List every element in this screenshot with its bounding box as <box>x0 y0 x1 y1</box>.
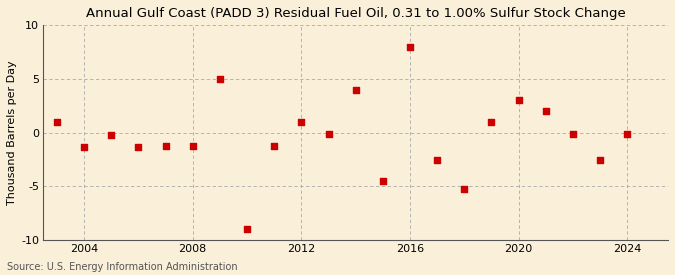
Point <box>486 120 497 124</box>
Point <box>296 120 306 124</box>
Title: Annual Gulf Coast (PADD 3) Residual Fuel Oil, 0.31 to 1.00% Sulfur Stock Change: Annual Gulf Coast (PADD 3) Residual Fuel… <box>86 7 626 20</box>
Point <box>622 131 632 136</box>
Point <box>51 120 62 124</box>
Point <box>242 227 252 232</box>
Point <box>568 131 578 136</box>
Point <box>269 143 279 148</box>
Y-axis label: Thousand Barrels per Day: Thousand Barrels per Day <box>7 60 17 205</box>
Point <box>459 186 470 191</box>
Text: Source: U.S. Energy Information Administration: Source: U.S. Energy Information Administ… <box>7 262 238 272</box>
Point <box>106 133 117 137</box>
Point <box>160 143 171 148</box>
Point <box>595 157 605 162</box>
Point <box>350 87 361 92</box>
Point <box>78 144 89 149</box>
Point <box>133 144 144 149</box>
Point <box>323 131 334 136</box>
Point <box>215 77 225 81</box>
Point <box>513 98 524 103</box>
Point <box>404 45 415 49</box>
Point <box>541 109 551 113</box>
Point <box>377 179 388 183</box>
Point <box>187 143 198 148</box>
Point <box>432 157 443 162</box>
